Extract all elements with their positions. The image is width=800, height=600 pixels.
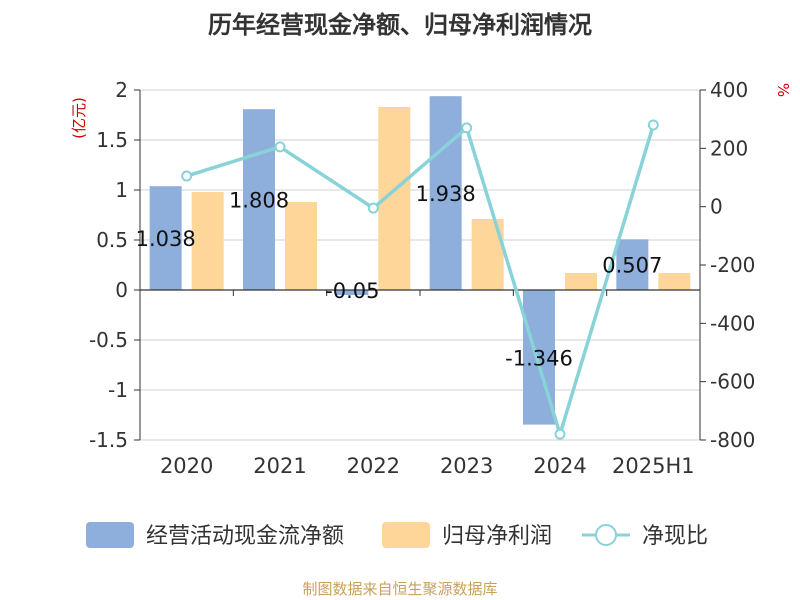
x-tick-label: 2021 (253, 454, 306, 478)
legend-swatch-cashflow (86, 522, 134, 548)
y-right-tick-label: 400 (710, 78, 748, 102)
y-left-tick-label: 0 (115, 278, 128, 302)
ratio-point (367, 202, 379, 214)
y-left-tick-label: -0.5 (89, 328, 128, 352)
y-right-tick-label: 200 (710, 136, 748, 160)
ratio-point (181, 170, 193, 182)
bar-value-label: 1.938 (416, 182, 476, 206)
ratio-point (554, 428, 566, 440)
bar-value-label: 0.507 (602, 254, 662, 278)
legend-swatch-ratio-marker (595, 524, 617, 546)
bar-profit (285, 202, 317, 290)
bar-value-label: -0.05 (325, 279, 379, 303)
x-tick-label: 2022 (347, 454, 400, 478)
legend-label-ratio: 净现比 (642, 524, 708, 549)
y-right-tick-label: 0 (710, 195, 723, 219)
y-right-tick-label: -600 (710, 370, 755, 394)
axes: 2 1.5 1 0.5 0 -0.5 -1 -1.5 400 200 0 -200 -400 -600 -8… (89, 78, 755, 478)
bar-value-label: 1.808 (229, 189, 289, 213)
bar-value-label: -1.346 (505, 346, 573, 370)
y-right-tick-label: -200 (710, 253, 755, 277)
y-right-unit: % (774, 83, 792, 97)
bar-cashflow (243, 109, 275, 290)
ratio-point (461, 122, 473, 134)
y-left-tick-label: -1 (108, 378, 128, 402)
bar-cashflow (336, 290, 369, 295)
y-left-tick-label: 2 (115, 78, 128, 102)
bar-profit (565, 273, 597, 290)
legend-label-cashflow: 经营活动现金流净额 (146, 524, 344, 549)
legend-swatch-profit (382, 522, 430, 548)
x-tick-label: 2025H1 (612, 454, 695, 478)
bar-cashflow (149, 186, 182, 290)
bar-profit (658, 273, 691, 290)
legend: 经营活动现金流净额 归母净利润 净现比 (86, 522, 708, 549)
x-tick-label: 2020 (160, 454, 213, 478)
bar-cashflow (429, 96, 462, 290)
y-left-tick-label: 0.5 (96, 228, 128, 252)
y-right-tick-label: -400 (710, 311, 755, 335)
ratio-point (647, 119, 659, 131)
data-labels: 1.038 1.808 -0.05 1.938 -1.346 0.507 (136, 182, 663, 370)
y-left-tick-label: 1 (115, 178, 128, 202)
y-left-tick-label: 1.5 (96, 128, 128, 152)
legend-label-profit: 归母净利润 (442, 524, 552, 549)
chart-title: 历年经营现金净额、归母净利润情况 (208, 11, 592, 39)
source-note: 制图数据来自恒生聚源数据库 (302, 580, 497, 598)
x-tick-label: 2024 (533, 454, 586, 478)
y-right-tick-label: -800 (710, 428, 755, 452)
y-left-tick-label: -1.5 (89, 428, 128, 452)
bar-profit (191, 192, 224, 290)
y-left-unit: (亿元) (70, 97, 88, 139)
ratio-line (181, 119, 659, 441)
ratio-point (274, 141, 286, 153)
bar-value-label: 1.038 (136, 227, 196, 251)
grid-lines (140, 89, 700, 441)
ratio-line-path (186, 124, 656, 441)
x-tick-label: 2023 (440, 454, 493, 478)
bar-cashflow (616, 239, 649, 290)
